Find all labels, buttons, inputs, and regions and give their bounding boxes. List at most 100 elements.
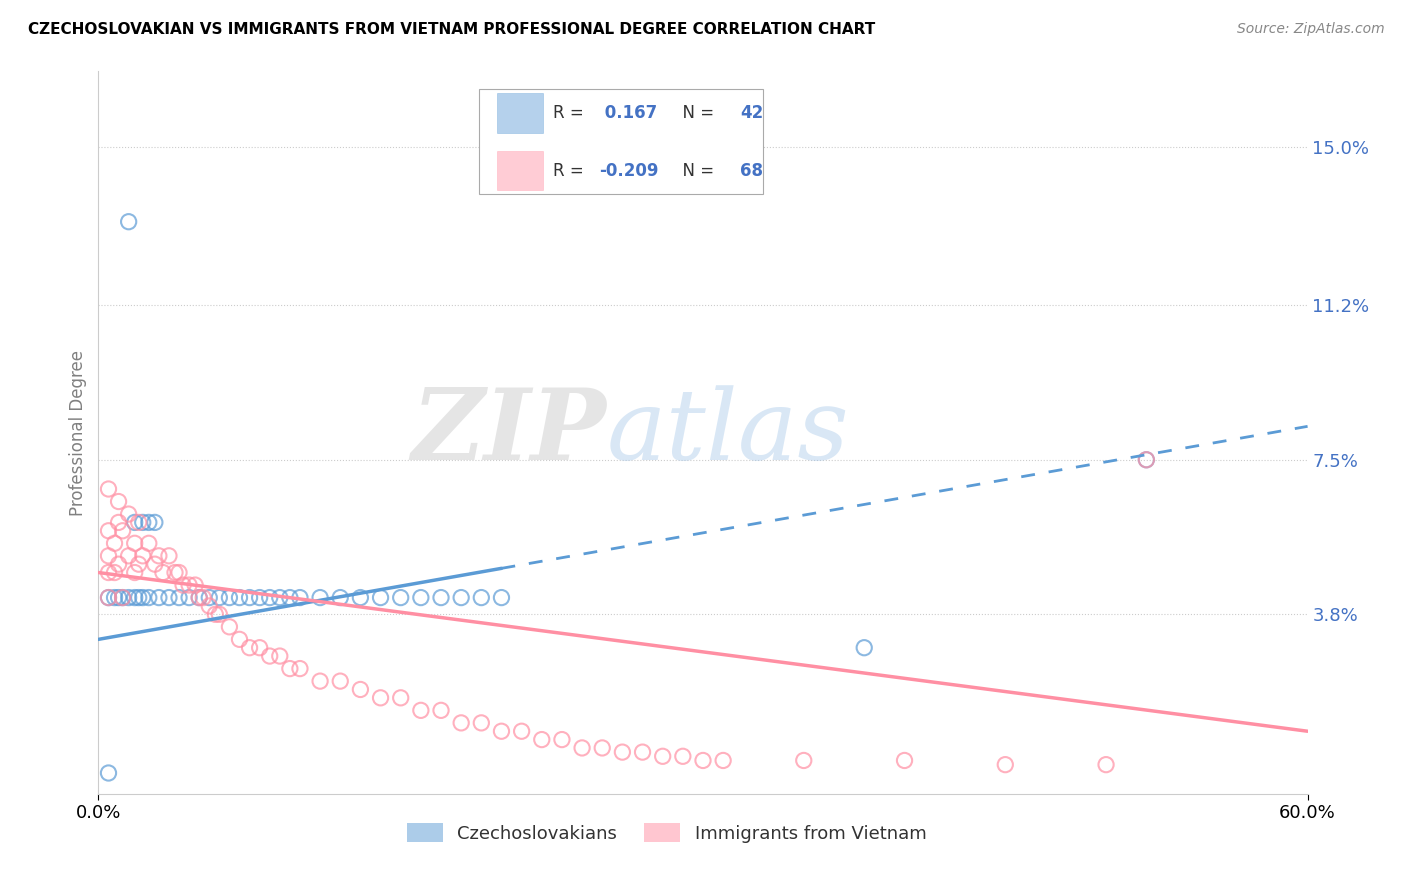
Point xyxy=(491,591,513,605)
Point xyxy=(97,524,120,538)
Point xyxy=(288,591,311,605)
FancyBboxPatch shape xyxy=(479,89,763,194)
Point xyxy=(97,766,120,780)
Text: 0.167: 0.167 xyxy=(599,104,657,122)
Point xyxy=(157,549,180,563)
Point xyxy=(259,648,281,663)
Point xyxy=(148,549,170,563)
Point xyxy=(97,549,120,563)
Text: N =: N = xyxy=(672,104,718,122)
Point xyxy=(651,749,673,764)
Point xyxy=(711,754,734,768)
Point xyxy=(128,557,150,571)
Point xyxy=(278,591,301,605)
Point xyxy=(1095,757,1118,772)
Point xyxy=(208,591,231,605)
Point xyxy=(530,732,553,747)
Point xyxy=(97,591,120,605)
Point xyxy=(672,749,695,764)
Point xyxy=(692,754,714,768)
Point xyxy=(389,690,412,705)
Point xyxy=(239,640,262,655)
FancyBboxPatch shape xyxy=(498,93,543,133)
Point xyxy=(179,578,201,592)
Point xyxy=(193,591,215,605)
Point xyxy=(309,591,332,605)
Point xyxy=(138,536,160,550)
Point xyxy=(103,591,125,605)
Y-axis label: Professional Degree: Professional Degree xyxy=(69,350,87,516)
Point xyxy=(1135,452,1157,467)
Point xyxy=(370,690,392,705)
Point xyxy=(124,516,146,530)
Point xyxy=(128,591,150,605)
Text: N =: N = xyxy=(672,161,718,179)
Point xyxy=(107,557,129,571)
Point xyxy=(218,620,240,634)
Text: CZECHOSLOVAKIAN VS IMMIGRANTS FROM VIETNAM PROFESSIONAL DEGREE CORRELATION CHART: CZECHOSLOVAKIAN VS IMMIGRANTS FROM VIETN… xyxy=(28,22,876,37)
Point xyxy=(218,591,240,605)
Point xyxy=(172,578,194,592)
Point xyxy=(571,740,593,755)
Point xyxy=(132,549,155,563)
Point xyxy=(124,536,146,550)
Point xyxy=(167,566,190,580)
Point xyxy=(107,516,129,530)
Point xyxy=(249,591,271,605)
Point xyxy=(128,516,150,530)
Point xyxy=(349,682,371,697)
Point xyxy=(228,591,250,605)
Point xyxy=(631,745,654,759)
Point xyxy=(118,591,141,605)
Point xyxy=(470,591,492,605)
Point xyxy=(409,703,432,717)
Text: 68: 68 xyxy=(741,161,763,179)
Point xyxy=(450,591,472,605)
Text: Source: ZipAtlas.com: Source: ZipAtlas.com xyxy=(1237,22,1385,37)
Point xyxy=(278,662,301,676)
Point xyxy=(148,591,170,605)
FancyBboxPatch shape xyxy=(498,151,543,191)
Point xyxy=(97,482,120,496)
Point xyxy=(97,591,120,605)
Point xyxy=(269,648,291,663)
Text: -0.209: -0.209 xyxy=(599,161,658,179)
Point xyxy=(132,591,155,605)
Point xyxy=(994,757,1017,772)
Point xyxy=(470,715,492,730)
Point xyxy=(491,724,513,739)
Point xyxy=(111,524,134,538)
Point xyxy=(118,507,141,521)
Point xyxy=(103,536,125,550)
Point xyxy=(198,591,221,605)
Point xyxy=(259,591,281,605)
Point xyxy=(793,754,815,768)
Point xyxy=(118,549,141,563)
Point xyxy=(591,740,613,755)
Point xyxy=(132,516,155,530)
Point xyxy=(143,516,166,530)
Point xyxy=(198,599,221,613)
Point xyxy=(430,703,453,717)
Point xyxy=(107,591,129,605)
Point xyxy=(1135,452,1157,467)
Point xyxy=(370,591,392,605)
Point xyxy=(288,662,311,676)
Point xyxy=(329,674,352,689)
Text: 42: 42 xyxy=(741,104,763,122)
Point xyxy=(228,632,250,647)
Point xyxy=(138,516,160,530)
Point xyxy=(893,754,915,768)
Point xyxy=(167,591,190,605)
Point xyxy=(853,640,876,655)
Point xyxy=(124,566,146,580)
Point xyxy=(111,591,134,605)
Point xyxy=(103,566,125,580)
Legend: Czechoslovakians, Immigrants from Vietnam: Czechoslovakians, Immigrants from Vietna… xyxy=(399,816,934,850)
Point xyxy=(138,591,160,605)
Point xyxy=(349,591,371,605)
Point xyxy=(612,745,634,759)
Point xyxy=(107,494,129,508)
Point xyxy=(309,674,332,689)
Point xyxy=(163,566,186,580)
